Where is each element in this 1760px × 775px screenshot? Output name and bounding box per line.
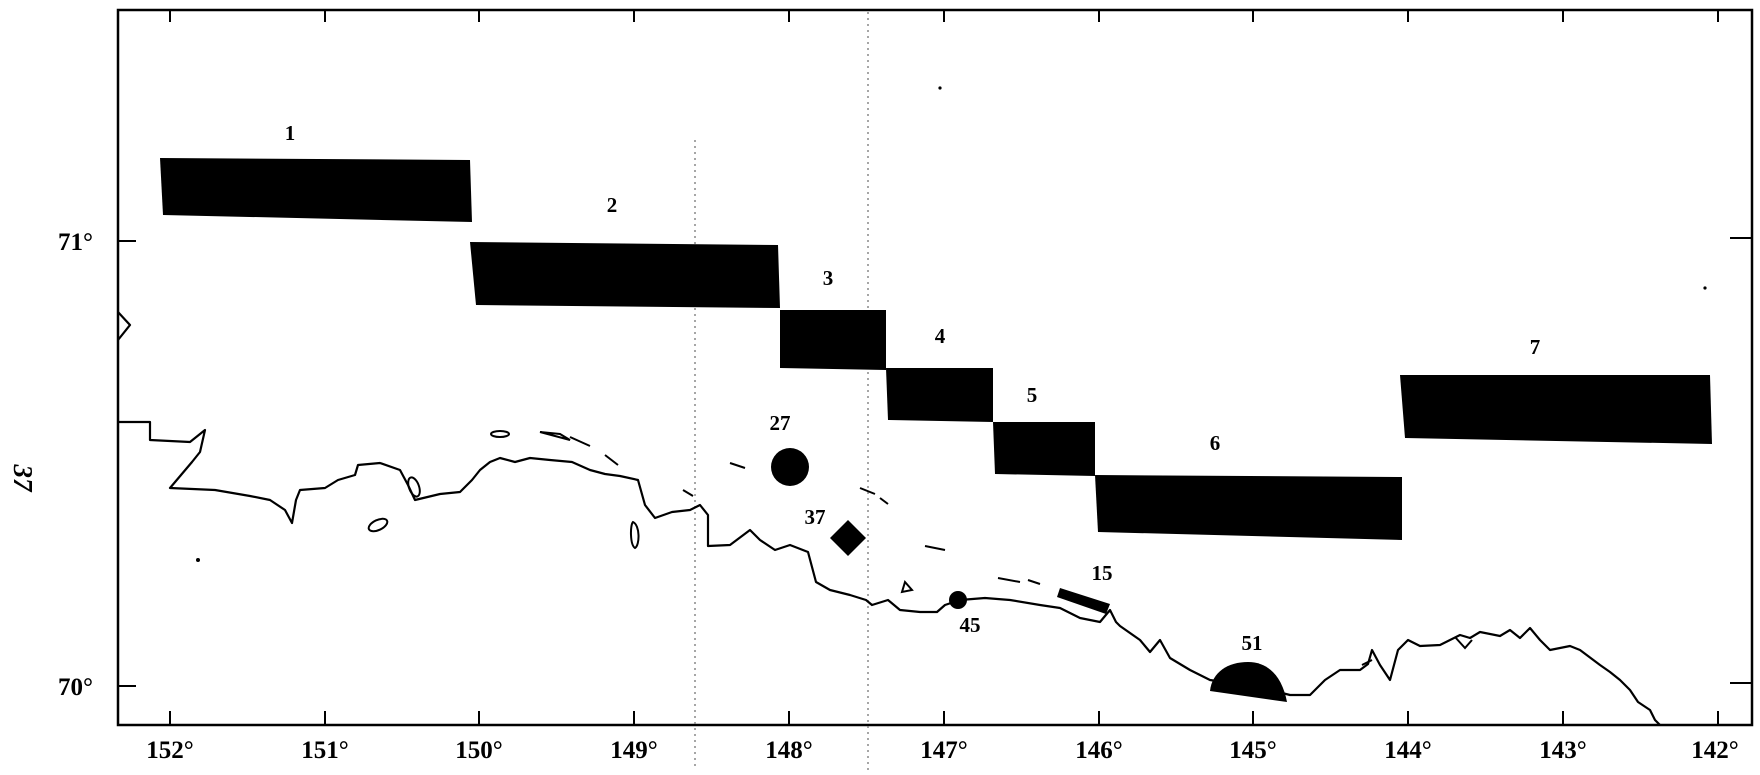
map-frame — [116, 8, 1754, 727]
lease-block-2 — [470, 242, 780, 308]
site-label: 51 — [1242, 631, 1263, 655]
map-speck — [1703, 286, 1707, 290]
latitude-tick-label: 70° — [58, 674, 93, 701]
lease-block-6 — [1095, 475, 1402, 540]
site-37-marker — [830, 520, 866, 556]
page-number-label: 37 — [8, 464, 38, 494]
lease-block-label: 3 — [823, 266, 834, 290]
lease-block-label: 6 — [1210, 431, 1221, 455]
longitude-tick-label: 146° — [1075, 737, 1123, 764]
lease-block-1 — [160, 158, 472, 222]
longitude-tick-label: 152° — [146, 737, 194, 764]
longitude-ticks — [169, 10, 1719, 725]
longitude-tick-label: 142° — [1691, 737, 1739, 764]
longitude-tick-label: 148° — [765, 737, 813, 764]
coastline — [118, 420, 1661, 726]
lease-block-3 — [780, 310, 886, 370]
lease-block-7 — [1400, 375, 1712, 444]
longitude-tick-label: 147° — [920, 737, 968, 764]
barrier-islands — [367, 430, 1473, 666]
site-27-marker — [771, 448, 809, 486]
lease-block-label: 2 — [607, 193, 618, 217]
longitude-tick-label: 143° — [1539, 737, 1587, 764]
site-label: 27 — [770, 411, 791, 435]
map-speck — [938, 86, 942, 90]
longitude-tick-label: 151° — [301, 737, 349, 764]
latitude-tick-label: 71° — [58, 229, 93, 256]
longitude-tick-label: 150° — [455, 737, 503, 764]
site-45-marker — [949, 591, 967, 609]
lease-block-4 — [886, 368, 993, 422]
site-label: 15 — [1092, 561, 1113, 585]
lease-block-label: 1 — [285, 121, 296, 145]
latitude-ticks — [118, 237, 1752, 687]
lease-block-label: 4 — [935, 324, 946, 348]
coastline-segment — [117, 311, 132, 341]
site-label: 45 — [960, 613, 981, 637]
lease-block-label: 7 — [1530, 335, 1541, 359]
longitude-tick-label: 149° — [610, 737, 658, 764]
site-label: 37 — [805, 505, 826, 529]
lease-block-label: 5 — [1027, 383, 1038, 407]
lease-block-5 — [993, 422, 1095, 476]
longitude-tick-label: 144° — [1384, 737, 1432, 764]
site-51-marker — [1210, 662, 1287, 702]
map-speck — [196, 558, 200, 562]
longitude-tick-label: 145° — [1229, 737, 1277, 764]
site-15-marker — [1057, 588, 1110, 614]
